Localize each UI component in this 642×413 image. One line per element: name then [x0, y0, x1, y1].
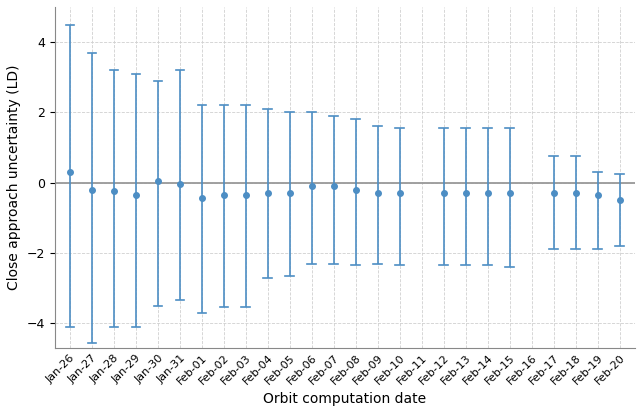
Y-axis label: Close approach uncertainty (LD): Close approach uncertainty (LD) — [7, 65, 21, 290]
X-axis label: Orbit computation date: Orbit computation date — [263, 392, 426, 406]
